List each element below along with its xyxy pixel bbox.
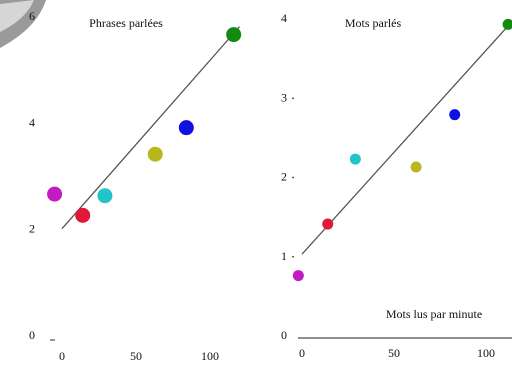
left-chart-title: Phrases parlées bbox=[89, 16, 163, 30]
right-trend-line bbox=[301, 25, 509, 255]
left-data-point bbox=[178, 120, 194, 136]
left-data-point bbox=[75, 207, 91, 223]
right-y-tick-label: 0 bbox=[281, 328, 287, 342]
left-data-point bbox=[226, 27, 242, 43]
left-chart-panel: Phrases parlées 0 50 100 0 2 4 6 bbox=[29, 9, 242, 363]
right-x-tick-label: 0 bbox=[299, 346, 305, 360]
right-data-point bbox=[322, 218, 334, 230]
left-y-tick-label: 4 bbox=[29, 115, 35, 129]
right-y-tick-label: 3 bbox=[281, 90, 287, 104]
left-data-point bbox=[47, 186, 63, 202]
left-data-point bbox=[147, 146, 163, 162]
right-x-tick-label: 50 bbox=[388, 346, 400, 360]
right-data-point bbox=[292, 270, 304, 282]
right-y-tick-label: 4 bbox=[281, 11, 287, 25]
right-y-tick-label: 2 bbox=[281, 170, 287, 184]
left-x-tick-label: 50 bbox=[130, 349, 142, 363]
left-data-point bbox=[97, 188, 113, 204]
right-y-tick-mark bbox=[292, 176, 294, 179]
right-y-tick-label: 1 bbox=[281, 249, 287, 263]
right-y-tick-mark bbox=[292, 255, 294, 258]
right-x-axis-label: Mots lus par minute bbox=[386, 307, 482, 321]
right-data-point bbox=[449, 109, 461, 121]
right-data-point bbox=[349, 153, 361, 165]
right-y-tick-mark bbox=[292, 97, 294, 100]
left-x-tick-label: 100 bbox=[201, 349, 219, 363]
left-y-tick-label: 6 bbox=[29, 9, 35, 23]
right-data-point bbox=[410, 161, 422, 173]
left-x-tick-label: 0 bbox=[59, 349, 65, 363]
right-chart-panel: Mots parlés Mots lus par minute 0 50 100 0… bbox=[281, 11, 512, 360]
right-data-point bbox=[502, 18, 512, 30]
corner-decoration-highlight bbox=[0, 0, 34, 32]
left-y-tick-label: 0 bbox=[29, 328, 35, 342]
right-chart-title: Mots parlés bbox=[345, 16, 402, 30]
right-x-tick-label: 100 bbox=[477, 346, 495, 360]
left-trend-line bbox=[61, 26, 241, 230]
left-y-tick-label: 2 bbox=[29, 222, 35, 236]
